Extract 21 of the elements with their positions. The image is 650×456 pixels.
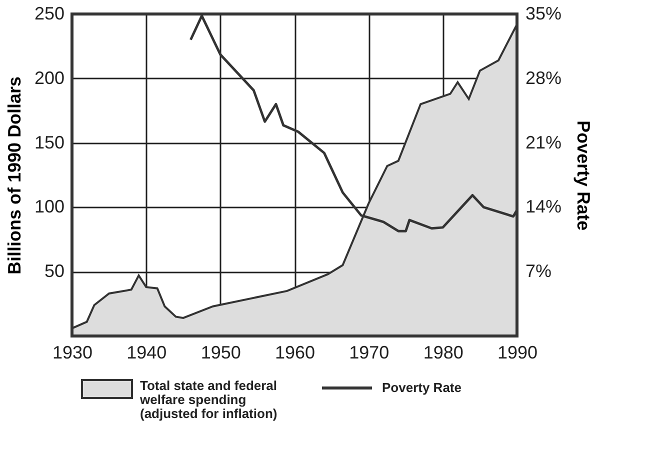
y-tick-label: 150 xyxy=(34,132,64,152)
x-tick-label: 1980 xyxy=(423,342,464,362)
y-tick-label: 100 xyxy=(34,196,64,217)
x-tick-label: 1950 xyxy=(200,342,241,362)
y2-tick-label: 28% xyxy=(526,68,562,88)
y2-tick-label: 14% xyxy=(526,196,562,217)
y-tick-label: 250 xyxy=(34,4,64,24)
x-tick-label: 1960 xyxy=(274,342,316,362)
legend-label: Total state and federal welfare spending (adjusted for inflation) xyxy=(139,378,278,421)
y2-axis-title: Poverty Rate xyxy=(574,120,594,231)
y2-tick-label: 35% xyxy=(526,4,562,24)
legend-label: Poverty Rate xyxy=(382,380,462,395)
x-tick-label: 1940 xyxy=(126,342,167,362)
y-tick-label: 200 xyxy=(34,68,64,88)
y-axis-title: Billions of 1990 Dollars xyxy=(4,76,24,275)
y2-tick-label: 7% xyxy=(526,261,552,282)
y-tick-label: 50 xyxy=(44,261,64,282)
x-tick-label: 1970 xyxy=(349,342,390,362)
x-tick-label: 1990 xyxy=(497,342,538,362)
y2-tick-label: 21% xyxy=(526,132,562,152)
x-tick-label: 1930 xyxy=(52,342,93,362)
